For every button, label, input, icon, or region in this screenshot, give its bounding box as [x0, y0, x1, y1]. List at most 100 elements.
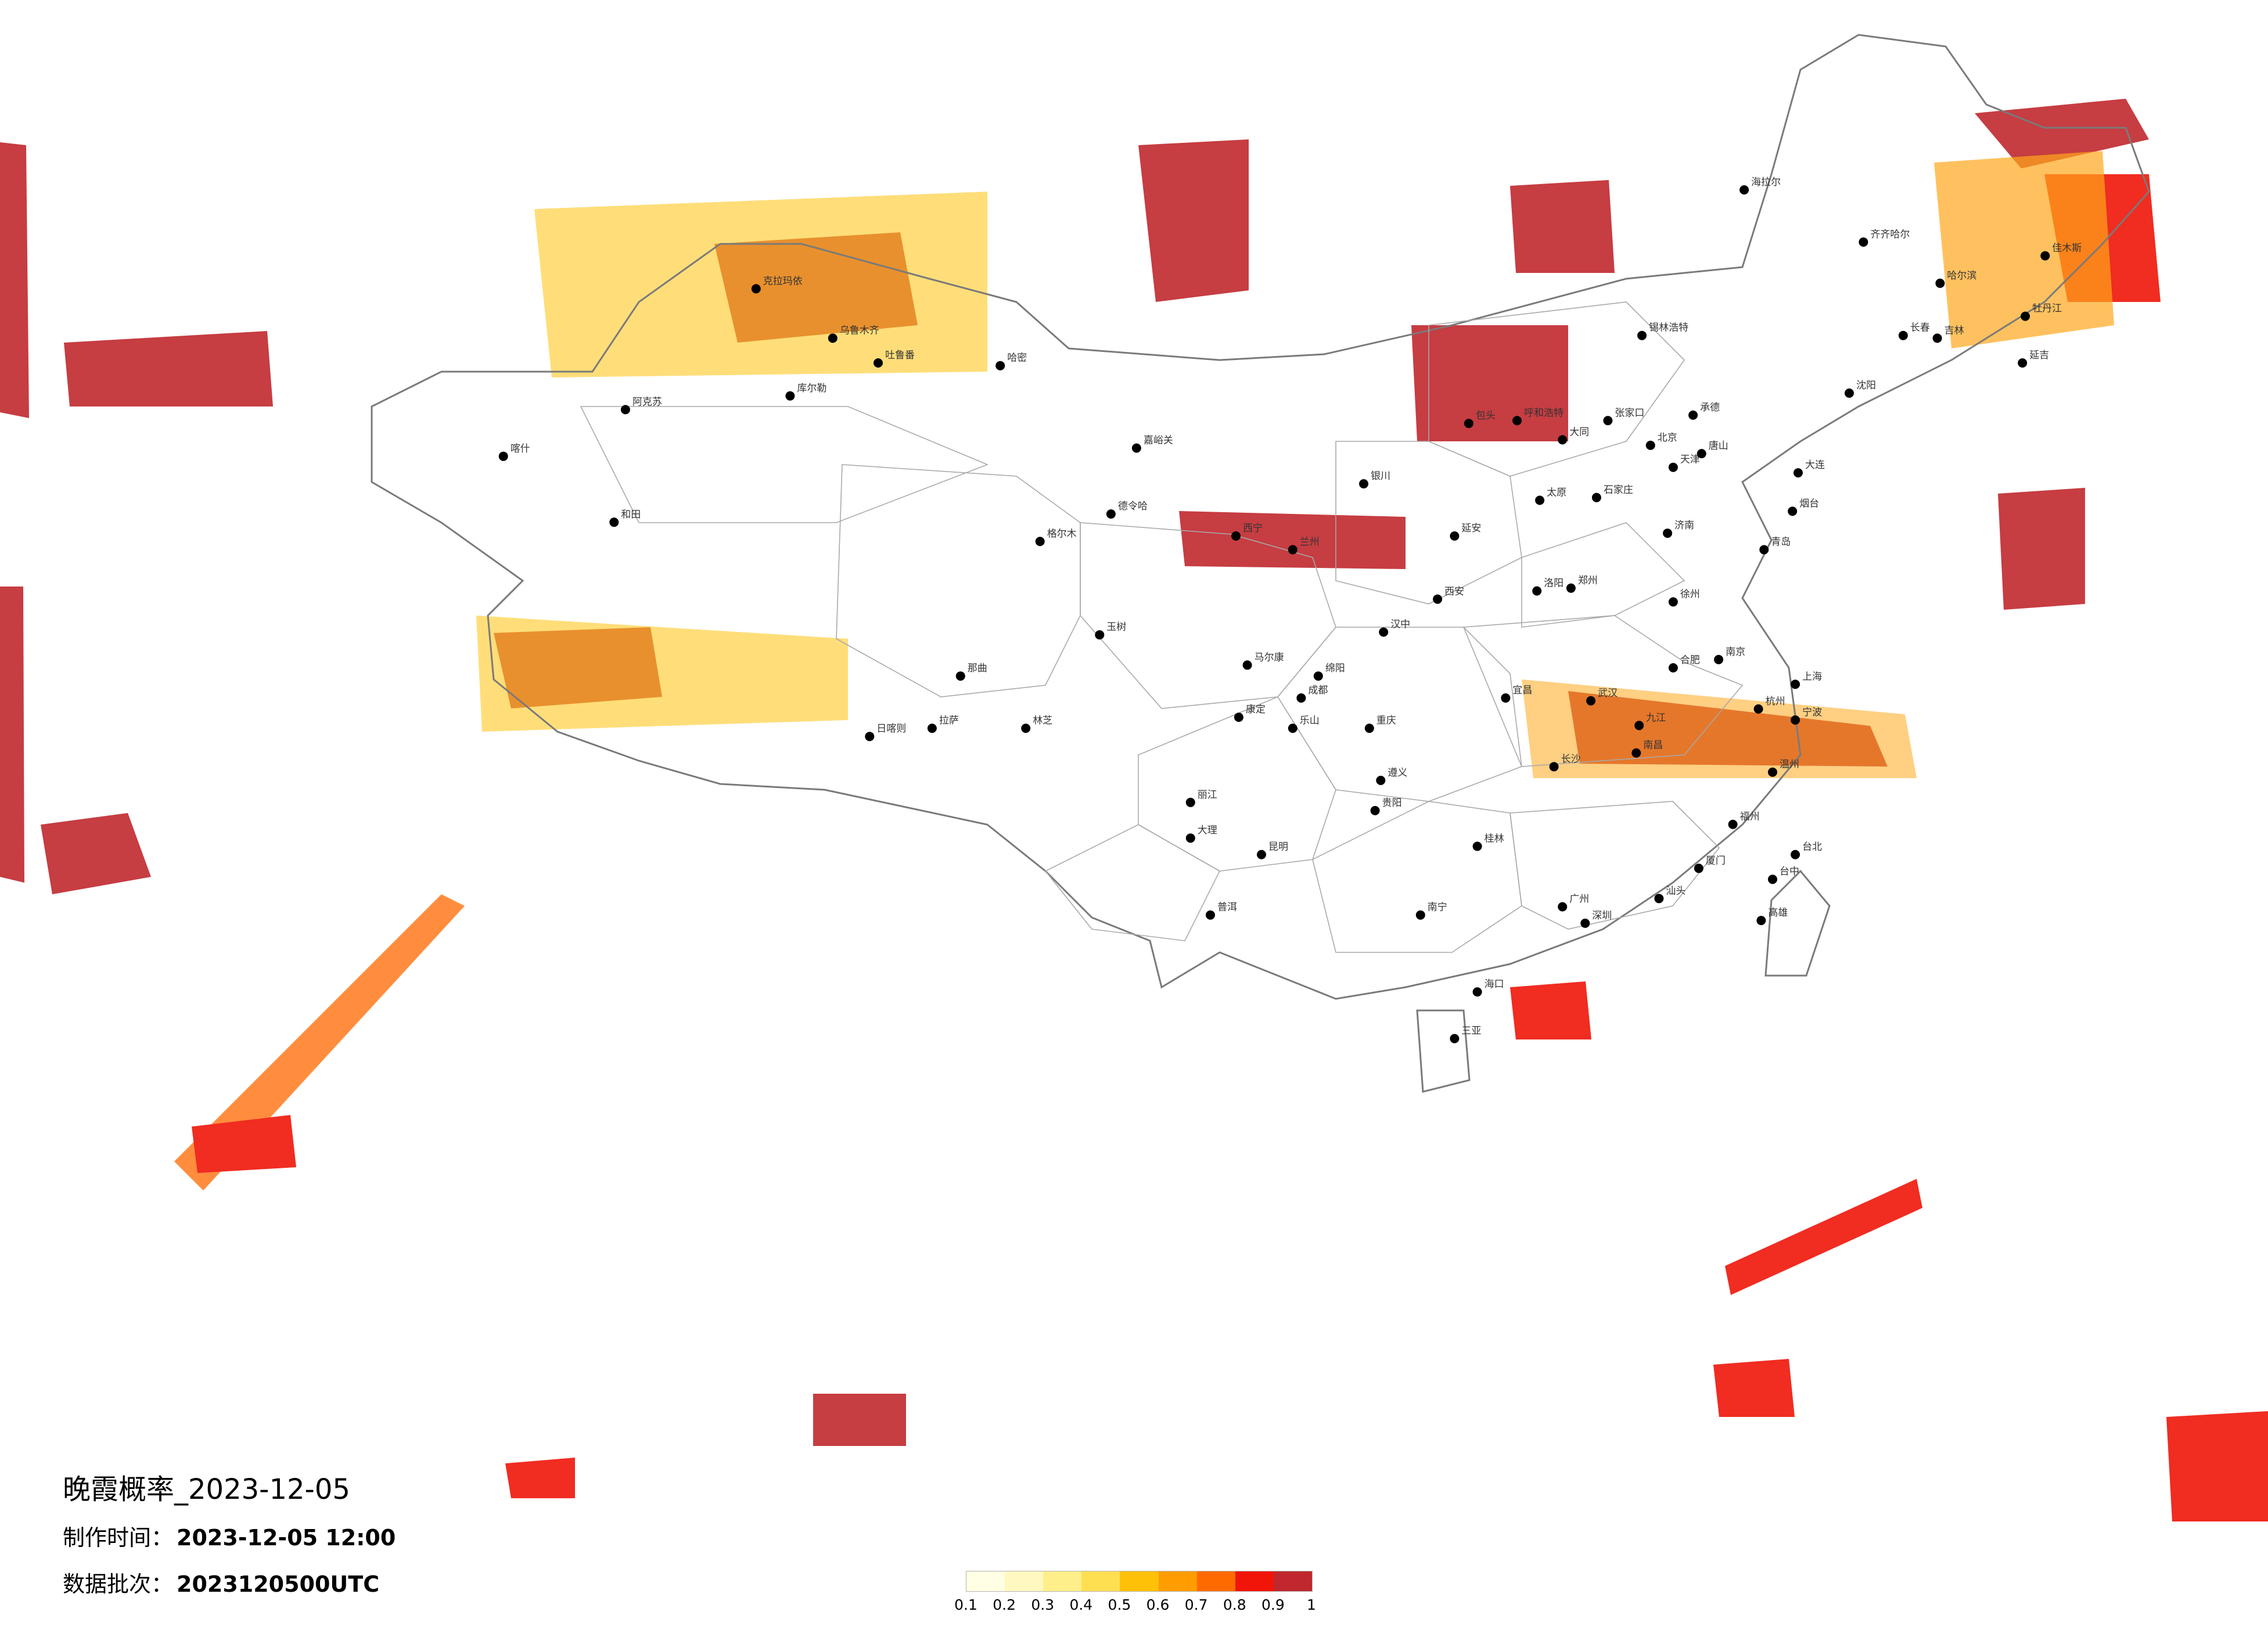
city-marker	[1791, 679, 1800, 689]
city-label: 三亚	[1461, 1026, 1481, 1037]
city-marker	[1549, 762, 1559, 772]
area-indian-ocean-streak	[174, 894, 465, 1190]
area-west-edge-blob	[41, 813, 151, 894]
city-label: 南京	[1726, 646, 1745, 658]
city-marker	[1532, 586, 1542, 596]
city-marker	[1793, 468, 1803, 478]
city-label: 吐鲁番	[885, 350, 915, 361]
data-batch-line: 数据批次： 2023120500UTC	[63, 1566, 379, 1598]
city-label: 包头	[1476, 410, 1496, 422]
area-indian-ocean-blob	[192, 1115, 296, 1173]
legend-tick-label: 0.7	[1184, 1596, 1208, 1613]
city-label: 牡丹江	[2032, 303, 2062, 315]
city-label: 郑州	[1578, 575, 1598, 587]
legend-tick-label: 0.9	[1261, 1596, 1285, 1613]
city-marker	[620, 405, 630, 415]
city-label: 海拉尔	[1751, 177, 1781, 188]
city-marker	[1768, 875, 1777, 884]
province-outline	[580, 301, 1744, 953]
city-marker	[2018, 358, 2028, 368]
city-marker	[828, 333, 838, 343]
city-label: 玉树	[1106, 621, 1126, 633]
city-label: 林芝	[1033, 715, 1052, 726]
city-marker	[1185, 797, 1195, 807]
city-label: 台中	[1780, 866, 1799, 877]
city-label: 汕头	[1666, 885, 1685, 897]
city-marker	[1021, 724, 1031, 733]
city-marker	[1296, 693, 1306, 703]
legend-ticks: 0.1 0.2 0.3 0.4 0.5 0.6 0.7 0.8 0.9 1	[954, 1596, 1316, 1616]
city-marker	[1131, 443, 1141, 453]
city-marker	[1512, 416, 1522, 426]
city-label: 吉林	[1944, 325, 1964, 336]
city-marker	[1313, 671, 1323, 681]
legend-swatch	[966, 1571, 1005, 1591]
city-label: 库尔勒	[797, 383, 826, 394]
made-time-label: 制作时间：	[63, 1525, 174, 1551]
city-label: 太原	[1547, 487, 1566, 499]
city-marker	[1759, 545, 1769, 555]
area-south-blob	[813, 1394, 906, 1446]
city-label: 承德	[1700, 402, 1720, 413]
city-marker	[1535, 495, 1545, 505]
area-hexi	[1179, 511, 1406, 569]
city-marker	[1433, 594, 1443, 604]
legend-tick-label: 0.3	[1031, 1596, 1055, 1613]
city-label: 烟台	[1799, 498, 1819, 509]
area-southeast-2	[1713, 1359, 1795, 1417]
city-label: 锡林浩特	[1649, 322, 1688, 334]
city-marker	[1450, 531, 1460, 541]
city-marker	[1645, 440, 1655, 450]
city-marker	[1932, 333, 1942, 343]
city-marker	[1464, 419, 1473, 429]
city-marker	[1714, 654, 1724, 664]
city-marker	[1288, 545, 1297, 555]
city-label: 成都	[1308, 685, 1328, 696]
city-marker	[1257, 850, 1266, 859]
city-label: 喀什	[511, 443, 530, 455]
city-label: 嘉峪关	[1144, 435, 1173, 447]
legend-swatch	[1235, 1571, 1274, 1591]
city-marker	[927, 724, 937, 733]
city-marker	[1654, 894, 1664, 904]
map-title: 晚霞概率_2023-12-05	[63, 1473, 350, 1506]
legend-tick-label: 0.4	[1069, 1596, 1093, 1613]
city-marker	[1634, 721, 1644, 731]
city-marker	[1501, 693, 1511, 703]
legend-swatch	[1043, 1571, 1082, 1591]
city-label: 日喀则	[876, 723, 906, 735]
probability-legend: 0.1 0.2 0.3 0.4 0.5 0.6 0.7 0.8 0.9 1	[954, 1571, 1316, 1617]
city-label: 佳木斯	[2052, 243, 2082, 254]
city-marker	[1472, 987, 1482, 997]
city-marker	[1791, 850, 1800, 859]
area-south-blob-2	[505, 1458, 575, 1498]
city-marker	[1898, 330, 1908, 340]
city-label: 广州	[1569, 894, 1589, 905]
area-mongolia	[1138, 139, 1249, 302]
city-marker	[1694, 864, 1703, 873]
city-label: 青岛	[1771, 537, 1791, 548]
city-label: 那曲	[968, 663, 987, 674]
city-marker	[1603, 416, 1613, 426]
legend-swatch	[1005, 1571, 1044, 1591]
area-northeast-3	[1934, 151, 2114, 348]
city-marker	[995, 361, 1005, 370]
city-marker	[1768, 767, 1777, 777]
city-label: 宁波	[1802, 707, 1822, 718]
city-label: 绵阳	[1325, 663, 1345, 674]
city-marker	[1753, 704, 1763, 714]
city-marker	[1364, 724, 1374, 733]
city-label: 杭州	[1766, 696, 1785, 707]
city-marker	[1663, 528, 1673, 538]
legend-colorbar	[966, 1571, 1313, 1592]
city-label: 和田	[621, 509, 641, 520]
city-marker	[1231, 531, 1241, 541]
city-label: 乌鲁木齐	[840, 325, 879, 336]
city-label: 洛阳	[1544, 578, 1563, 589]
city-label: 康定	[1246, 704, 1266, 715]
city-label: 长沙	[1561, 753, 1581, 765]
area-east-sea	[1998, 488, 2085, 610]
city-label: 长春	[1910, 322, 1930, 334]
city-marker	[1791, 715, 1800, 725]
